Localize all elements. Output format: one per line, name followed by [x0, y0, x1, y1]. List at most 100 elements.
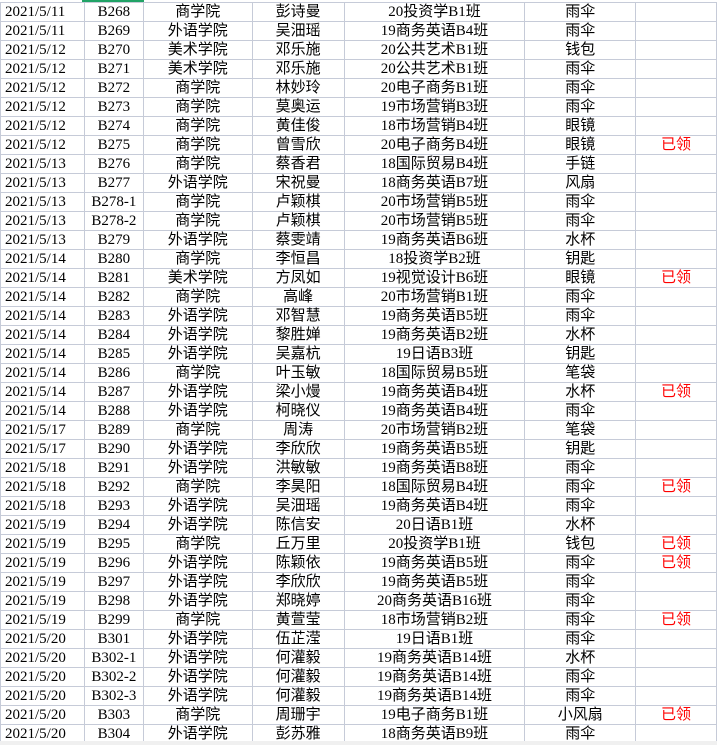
code-cell[interactable]: B295	[83, 534, 144, 554]
item-cell[interactable]: 雨伞	[524, 401, 637, 421]
class-cell[interactable]: 19商务英语B4班	[343, 382, 526, 402]
status-cell[interactable]: 已领	[635, 534, 717, 554]
class-cell[interactable]: 19市场营销B3班	[343, 97, 526, 117]
code-cell[interactable]: B278-1	[83, 192, 144, 212]
code-cell[interactable]: B284	[83, 325, 144, 345]
status-cell[interactable]	[635, 572, 717, 592]
status-cell[interactable]: 已领	[635, 477, 717, 497]
college-cell[interactable]: 外语学院	[142, 553, 253, 573]
code-cell[interactable]: B294	[83, 515, 144, 535]
class-cell[interactable]: 20市场营销B5班	[343, 211, 526, 231]
class-cell[interactable]: 18国际贸易B4班	[343, 154, 526, 174]
date-cell[interactable]: 2021/5/20	[0, 629, 85, 649]
name-cell[interactable]: 李昊阳	[251, 477, 345, 497]
college-cell[interactable]: 美术学院	[142, 268, 253, 288]
item-cell[interactable]: 雨伞	[524, 686, 637, 706]
name-cell[interactable]: 何灌毅	[251, 648, 345, 668]
college-cell[interactable]: 商学院	[142, 705, 253, 725]
class-cell[interactable]: 20公共艺术B1班	[343, 40, 526, 60]
college-cell[interactable]: 商学院	[142, 135, 253, 155]
class-cell[interactable]: 18商务英语B9班	[343, 724, 526, 744]
status-cell[interactable]	[635, 40, 717, 60]
class-cell[interactable]: 18国际贸易B4班	[343, 477, 526, 497]
name-cell[interactable]: 林妙玲	[251, 78, 345, 98]
class-cell[interactable]: 19商务英语B5班	[343, 439, 526, 459]
date-cell[interactable]: 2021/5/13	[0, 211, 85, 231]
college-cell[interactable]: 外语学院	[142, 439, 253, 459]
name-cell[interactable]: 李欣欣	[251, 572, 345, 592]
class-cell[interactable]: 19商务英语B14班	[343, 648, 526, 668]
status-cell[interactable]	[635, 420, 717, 440]
code-cell[interactable]: B270	[83, 40, 144, 60]
date-cell[interactable]: 2021/5/18	[0, 496, 85, 516]
college-cell[interactable]: 商学院	[142, 249, 253, 269]
item-cell[interactable]: 雨伞	[524, 59, 637, 79]
college-cell[interactable]: 外语学院	[142, 401, 253, 421]
item-cell[interactable]: 钥匙	[524, 439, 637, 459]
college-cell[interactable]: 外语学院	[142, 572, 253, 592]
name-cell[interactable]: 丘万里	[251, 534, 345, 554]
item-cell[interactable]: 雨伞	[524, 591, 637, 611]
status-cell[interactable]	[635, 116, 717, 136]
class-cell[interactable]: 19商务英语B5班	[343, 572, 526, 592]
code-cell[interactable]: B269	[83, 21, 144, 41]
class-cell[interactable]: 20投资学B1班	[343, 2, 526, 22]
class-cell[interactable]: 18市场营销B4班	[343, 116, 526, 136]
college-cell[interactable]: 外语学院	[142, 648, 253, 668]
date-cell[interactable]: 2021/5/18	[0, 477, 85, 497]
status-cell[interactable]	[635, 458, 717, 478]
class-cell[interactable]: 18市场营销B2班	[343, 610, 526, 630]
status-cell[interactable]	[635, 648, 717, 668]
item-cell[interactable]: 小风扇	[524, 705, 637, 725]
item-cell[interactable]: 水杯	[524, 515, 637, 535]
item-cell[interactable]: 水杯	[524, 648, 637, 668]
date-cell[interactable]: 2021/5/13	[0, 192, 85, 212]
college-cell[interactable]: 外语学院	[142, 230, 253, 250]
college-cell[interactable]: 商学院	[142, 477, 253, 497]
date-cell[interactable]: 2021/5/14	[0, 249, 85, 269]
status-cell[interactable]	[635, 2, 717, 22]
item-cell[interactable]: 雨伞	[524, 192, 637, 212]
name-cell[interactable]: 周涛	[251, 420, 345, 440]
date-cell[interactable]: 2021/5/14	[0, 306, 85, 326]
item-cell[interactable]: 水杯	[524, 325, 637, 345]
class-cell[interactable]: 19商务英语B2班	[343, 325, 526, 345]
date-cell[interactable]: 2021/5/12	[0, 135, 85, 155]
item-cell[interactable]: 雨伞	[524, 572, 637, 592]
date-cell[interactable]: 2021/5/19	[0, 591, 85, 611]
date-cell[interactable]: 2021/5/19	[0, 553, 85, 573]
item-cell[interactable]: 雨伞	[524, 496, 637, 516]
class-cell[interactable]: 20日语B1班	[343, 515, 526, 535]
college-cell[interactable]: 外语学院	[142, 21, 253, 41]
code-cell[interactable]: B272	[83, 78, 144, 98]
date-cell[interactable]: 2021/5/17	[0, 420, 85, 440]
code-cell[interactable]: B277	[83, 173, 144, 193]
date-cell[interactable]: 2021/5/12	[0, 116, 85, 136]
class-cell[interactable]: 19商务英语B5班	[343, 553, 526, 573]
date-cell[interactable]: 2021/5/12	[0, 97, 85, 117]
status-cell[interactable]	[635, 439, 717, 459]
name-cell[interactable]: 陈信安	[251, 515, 345, 535]
class-cell[interactable]: 20商务英语B16班	[343, 591, 526, 611]
code-cell[interactable]: B286	[83, 363, 144, 383]
college-cell[interactable]: 外语学院	[142, 629, 253, 649]
code-cell[interactable]: B275	[83, 135, 144, 155]
class-cell[interactable]: 19商务英语B14班	[343, 667, 526, 687]
item-cell[interactable]: 手链	[524, 154, 637, 174]
status-cell[interactable]	[635, 173, 717, 193]
status-cell[interactable]	[635, 401, 717, 421]
class-cell[interactable]: 18商务英语B7班	[343, 173, 526, 193]
code-cell[interactable]: B302-1	[83, 648, 144, 668]
class-cell[interactable]: 20公共艺术B1班	[343, 59, 526, 79]
date-cell[interactable]: 2021/5/20	[0, 705, 85, 725]
status-cell[interactable]	[635, 496, 717, 516]
name-cell[interactable]: 方凤如	[251, 268, 345, 288]
date-cell[interactable]: 2021/5/12	[0, 59, 85, 79]
class-cell[interactable]: 19日语B1班	[343, 629, 526, 649]
college-cell[interactable]: 外语学院	[142, 496, 253, 516]
class-cell[interactable]: 19商务英语B4班	[343, 21, 526, 41]
code-cell[interactable]: B292	[83, 477, 144, 497]
college-cell[interactable]: 商学院	[142, 534, 253, 554]
name-cell[interactable]: 何灌毅	[251, 667, 345, 687]
class-cell[interactable]: 20投资学B1班	[343, 534, 526, 554]
